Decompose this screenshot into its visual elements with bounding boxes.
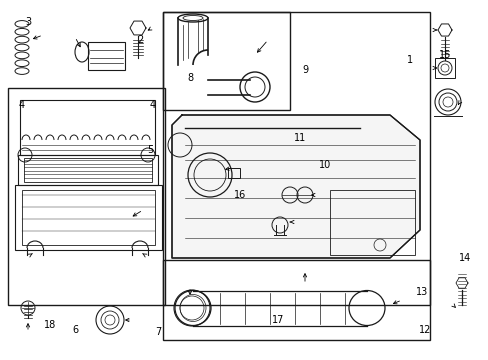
Bar <box>8 88 164 305</box>
Bar <box>18 155 158 185</box>
Text: 4: 4 <box>19 100 25 110</box>
Text: 5: 5 <box>146 145 153 155</box>
Text: 3: 3 <box>25 17 31 27</box>
Bar <box>88 42 125 70</box>
Text: 4: 4 <box>150 100 156 110</box>
Text: 11: 11 <box>293 133 305 143</box>
Bar <box>163 12 289 110</box>
Text: 1: 1 <box>406 55 412 65</box>
Bar <box>22 190 155 245</box>
Text: 10: 10 <box>318 160 330 170</box>
Text: 16: 16 <box>233 190 245 200</box>
Bar <box>24 158 152 182</box>
Text: 15: 15 <box>438 50 450 60</box>
Polygon shape <box>130 21 146 35</box>
Polygon shape <box>172 115 419 258</box>
Text: 2: 2 <box>137 35 143 45</box>
Text: 8: 8 <box>186 73 193 83</box>
Bar <box>20 100 155 155</box>
Text: 17: 17 <box>271 315 284 325</box>
Text: 14: 14 <box>458 253 470 263</box>
Polygon shape <box>437 24 451 36</box>
Text: 18: 18 <box>44 320 56 330</box>
Bar <box>163 260 429 340</box>
Text: 9: 9 <box>301 65 307 75</box>
Text: 12: 12 <box>418 325 430 335</box>
Bar <box>163 12 429 305</box>
Bar <box>434 58 454 78</box>
Text: 6: 6 <box>72 325 78 335</box>
Bar <box>15 185 162 250</box>
Bar <box>227 168 240 178</box>
Polygon shape <box>455 278 467 288</box>
Bar <box>329 190 414 255</box>
Text: 7: 7 <box>155 327 161 337</box>
Text: 13: 13 <box>415 287 427 297</box>
